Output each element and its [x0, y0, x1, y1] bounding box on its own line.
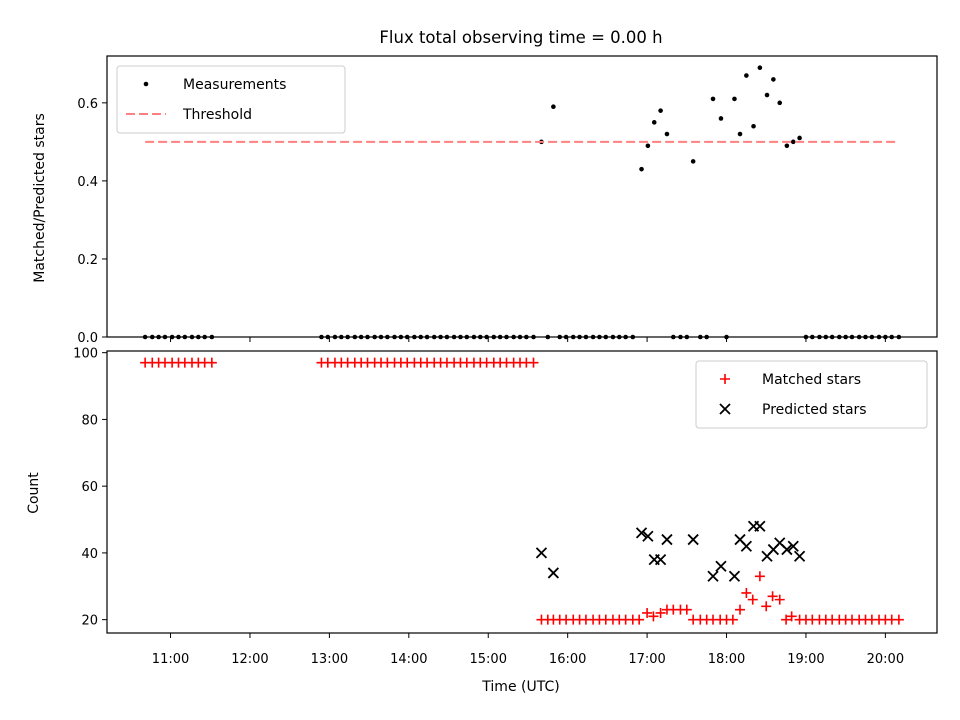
bottom-legend-box — [695, 360, 928, 429]
bottom-xtick-label-0: 11:00 — [152, 652, 189, 667]
top-series-0-point-77 — [797, 135, 802, 141]
bottom-series-1-point-0 — [535, 547, 548, 559]
top-series-0-point-62 — [658, 108, 663, 113]
bottom-xtick-label-3: 14:00 — [390, 652, 427, 667]
bottom-series-0-point-73 — [727, 614, 738, 625]
bottom-series-0-point-98 — [893, 614, 904, 625]
bottom-ylabel: Count — [26, 472, 42, 514]
top-series-0-point-69 — [744, 73, 749, 78]
bottom-series-0-point-62 — [655, 607, 666, 618]
bottom-series-1-point-20 — [793, 550, 806, 562]
top-series-0-point-68 — [737, 131, 743, 137]
bottom-ytick-label-2: 60 — [81, 480, 98, 495]
bottom-series-0-point-78 — [761, 601, 772, 612]
top-series-0-point-59 — [639, 166, 644, 172]
bottom-series-1-point-7 — [687, 533, 699, 546]
bottom-series-1-point-8 — [707, 570, 719, 582]
bottom-series-1-point-1 — [547, 567, 560, 579]
top-ytick-label-2: 0.4 — [77, 175, 98, 190]
top-series-0-point-71 — [757, 65, 763, 71]
top-series-0-point-65 — [710, 96, 716, 102]
top-series-0-point-63 — [664, 131, 670, 137]
top-plot-frame — [106, 55, 938, 338]
bottom-series-1-point-10 — [728, 570, 741, 582]
bottom-legend-label-1: Predicted stars — [762, 402, 867, 418]
top-series-0-point-76 — [790, 139, 796, 145]
bottom-series-1-point-19 — [787, 540, 799, 552]
bottom-legend-swatch-1 — [719, 403, 731, 415]
bottom-series-0-point-82 — [786, 611, 797, 622]
bottom-series-0-point-61 — [648, 611, 659, 622]
bottom-ytick-label-1: 40 — [81, 547, 98, 562]
bottom-series-0-point-76 — [747, 594, 758, 605]
top-series-0-point-75 — [784, 143, 790, 149]
bottom-series-0-point-10 — [206, 357, 217, 368]
bottom-series-1-point-2 — [635, 527, 648, 539]
top-series-0-point-70 — [751, 123, 756, 129]
bottom-legend-swatch-0 — [720, 374, 730, 384]
bottom-xtick-label-2: 13:00 — [311, 652, 348, 667]
top-series-0-point-45 — [551, 104, 556, 110]
bottom-series-0-point-81 — [781, 614, 792, 625]
top-series-0-point-61 — [651, 120, 657, 125]
chart-title: Flux total observing time = 0.00 h — [379, 28, 662, 47]
bottom-series-1-point-5 — [654, 553, 667, 566]
bottom-series-1-point-3 — [642, 530, 654, 542]
bottom-ytick-label-0: 20 — [81, 614, 98, 629]
bottom-series-0-point-60 — [642, 607, 653, 618]
bottom-legend-label-0: Matched stars — [762, 372, 861, 388]
top-series-0-point-73 — [771, 77, 776, 82]
bottom-xlabel: Time (UTC) — [481, 679, 559, 695]
bottom-series-1-point-6 — [661, 533, 673, 546]
bottom-plot-frame — [106, 350, 938, 634]
bottom-panel: Count Time (UTC) 20 40 60 80 100 11:00 12:00 13… — [26, 347, 938, 695]
bottom-series-0-point-79 — [767, 591, 778, 602]
bottom-series-0-point-43 — [528, 357, 539, 368]
bottom-series-0-point-80 — [774, 594, 785, 605]
bottom-xtick-label-1: 12:00 — [231, 652, 268, 667]
bottom-ytick-label-3: 80 — [81, 413, 98, 428]
top-legend-box — [116, 65, 346, 134]
top-legend-label-1: Threshold — [182, 107, 252, 123]
bottom-series-0-point-59 — [634, 614, 645, 625]
bottom-ytick-label-4: 100 — [73, 347, 98, 362]
bottom-series-1-point-9 — [715, 560, 727, 572]
bottom-series-0-point-66 — [681, 604, 692, 615]
top-ytick-label-1: 0.2 — [77, 253, 98, 268]
top-ylabel: Matched/Predicted stars — [32, 113, 48, 283]
bottom-xtick-label-4: 15:00 — [470, 652, 507, 667]
bottom-series-1-point-12 — [740, 540, 753, 552]
bottom-series-1-point-18 — [781, 543, 793, 556]
bottom-series-0-point-75 — [741, 587, 752, 598]
top-series-0-point-66 — [718, 116, 724, 121]
top-series-0-point-67 — [732, 96, 737, 102]
top-series-0-point-60 — [645, 143, 651, 149]
top-series-0-point-64 — [690, 159, 696, 164]
top-series-0-point-74 — [777, 100, 783, 106]
bottom-xtick-label-7: 18:00 — [708, 652, 745, 667]
top-legend-label-0: Measurements — [183, 77, 286, 93]
top-legend-swatch-0 — [143, 81, 149, 87]
bottom-xtick-label-5: 16:00 — [549, 652, 586, 667]
bottom-xtick-label-8: 19:00 — [787, 652, 824, 667]
bottom-series-1-point-14 — [754, 520, 766, 532]
bottom-xtick-label-6: 17:00 — [628, 652, 665, 667]
top-ytick-label-3: 0.6 — [77, 97, 98, 112]
bottom-series-0-point-77 — [754, 571, 765, 582]
bottom-series-0-point-74 — [735, 604, 746, 615]
top-panel: Matched/Predicted stars 0.0 0.2 0.4 0.6 Meas… — [32, 55, 938, 346]
top-ytick-label-0: 0.0 — [77, 331, 98, 346]
bottom-xtick-label-9: 20:00 — [867, 652, 904, 667]
top-series-0-point-72 — [764, 92, 770, 98]
